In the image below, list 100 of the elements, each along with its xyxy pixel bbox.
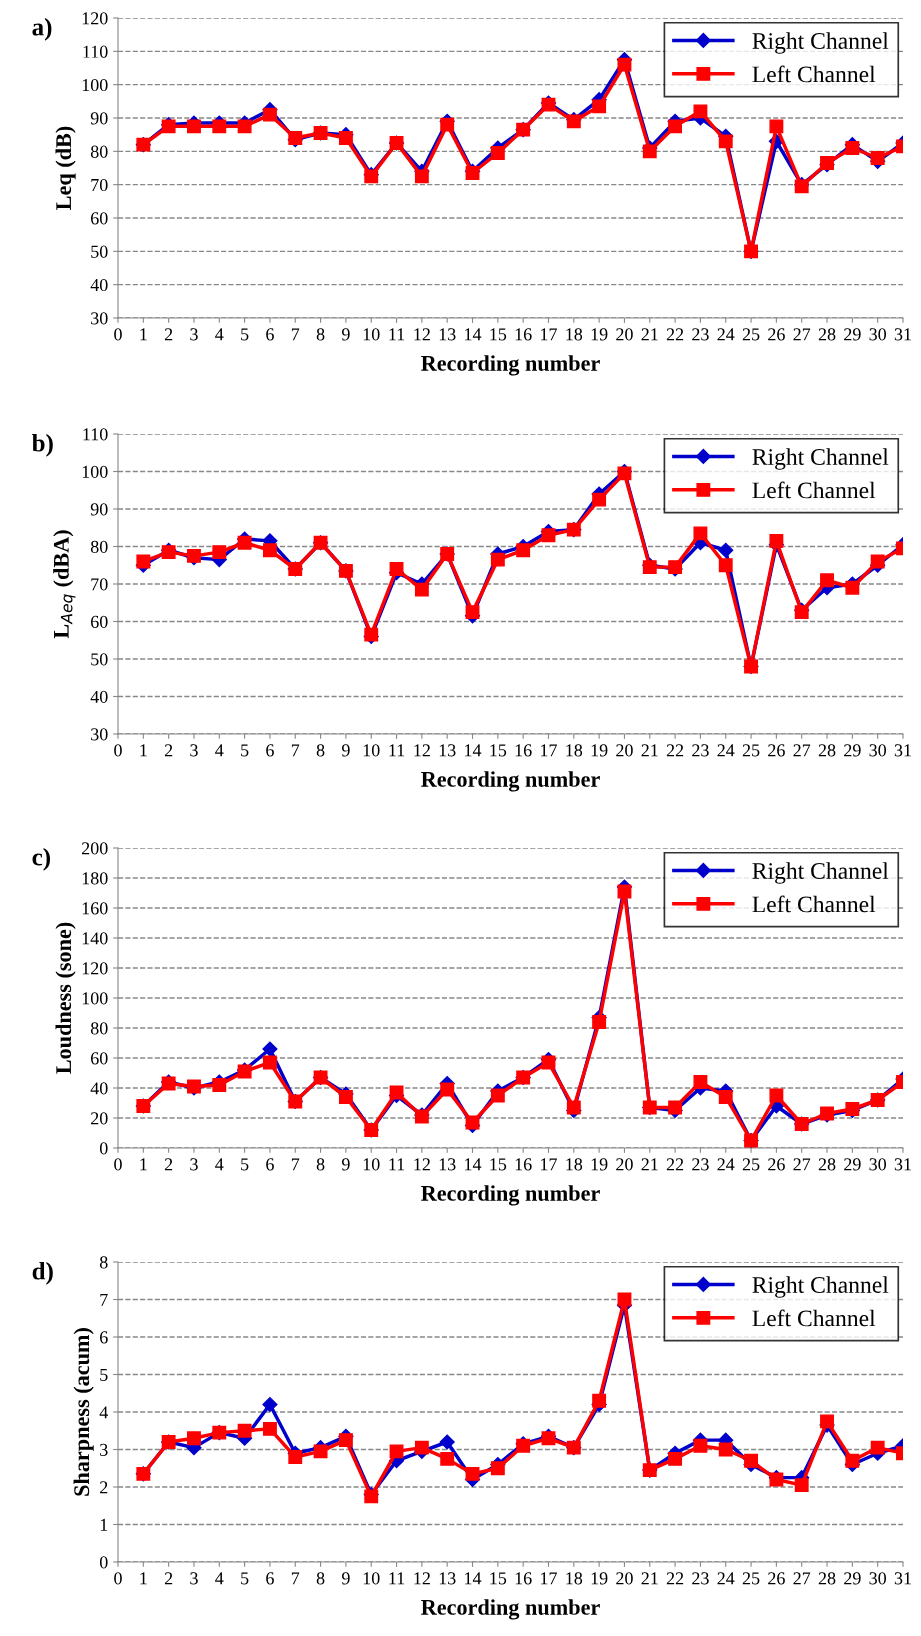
x-tick-label: 5 xyxy=(241,328,249,341)
x-tick-label: 31 xyxy=(894,1158,911,1171)
x-tick-label: 3 xyxy=(190,744,198,757)
x-tick-label: 8 xyxy=(316,328,325,341)
y-tick-label: 120 xyxy=(82,12,108,25)
x-tick-label: 28 xyxy=(818,744,836,757)
x-tick-label: 9 xyxy=(341,328,350,341)
x-tick-label: 11 xyxy=(389,328,405,341)
y-tick-label: 70 xyxy=(91,178,108,192)
y-tick-label: 90 xyxy=(90,503,108,516)
x-tick-label: 5 xyxy=(241,1572,249,1585)
x-tick-label: 11 xyxy=(389,1158,405,1171)
x-axis-title: Recording number xyxy=(421,355,600,376)
x-tick-label: 8 xyxy=(316,744,325,757)
x-tick-label: 17 xyxy=(541,328,557,341)
x-tick-label: 23 xyxy=(692,1158,709,1171)
x-tick-label: 20 xyxy=(616,1158,633,1171)
x-tick-label: 1 xyxy=(140,328,147,341)
x-tick-label: 29 xyxy=(844,328,861,341)
x-tick-label: 29 xyxy=(844,1158,861,1171)
x-tick-label: 15 xyxy=(490,1572,507,1585)
y-tick-label: 4 xyxy=(99,1406,108,1419)
x-tick-label: 12 xyxy=(414,1158,430,1171)
x-tick-label: 22 xyxy=(666,744,684,757)
chart-title: a) xyxy=(32,18,52,41)
x-tick-label: 23 xyxy=(692,328,709,341)
x-tick-label: 4 xyxy=(215,1158,224,1171)
legend-label: Right Channel xyxy=(752,32,889,54)
x-tick-label: 13 xyxy=(439,1572,456,1585)
x-tick-label: 19 xyxy=(591,1158,608,1171)
chart-title: d) xyxy=(32,1262,53,1285)
legend-label: Right Channel xyxy=(752,862,889,884)
x-tick-label: 7 xyxy=(291,744,300,757)
x-tick-label: 26 xyxy=(768,744,785,757)
x-tick-label: 3 xyxy=(190,1572,198,1585)
x-tick-label: 28 xyxy=(818,1158,836,1171)
x-tick-label: 3 xyxy=(190,328,198,341)
legend-label: Left Channel xyxy=(752,65,876,83)
x-tick-label: 23 xyxy=(692,744,709,757)
x-tick-label: 30 xyxy=(869,328,887,341)
x-axis-title: Recording number xyxy=(421,771,600,792)
x-tick-label: 18 xyxy=(566,1572,583,1585)
x-tick-label: 2 xyxy=(164,328,173,341)
x-tick-label: 31 xyxy=(894,1572,911,1585)
y-tick-label: 60 xyxy=(91,212,108,225)
x-tick-label: 8 xyxy=(316,1158,325,1171)
x-tick-label: 6 xyxy=(266,1158,274,1171)
x-tick-label: 4 xyxy=(215,1572,224,1585)
x-tick-label: 16 xyxy=(515,744,532,757)
x-tick-label: 17 xyxy=(541,1572,557,1585)
x-tick-label: 20 xyxy=(616,744,633,757)
y-tick-label: 40 xyxy=(90,278,108,292)
y-tick-label: 5 xyxy=(100,1368,108,1381)
x-tick-label: 11 xyxy=(389,744,405,757)
x-tick-label: 30 xyxy=(869,1572,887,1585)
x-tick-label: 30 xyxy=(869,1158,887,1171)
x-tick-label: 22 xyxy=(666,1572,684,1585)
y-tick-label: 140 xyxy=(82,932,108,945)
y-tick-label: 110 xyxy=(83,45,108,58)
x-tick-label: 25 xyxy=(742,744,760,757)
y-tick-label: 50 xyxy=(91,245,108,258)
y-tick-label: 3 xyxy=(100,1443,108,1456)
x-tick-label: 26 xyxy=(768,1158,785,1171)
x-tick-label: 16 xyxy=(515,1572,532,1585)
x-tick-label: 12 xyxy=(414,328,430,341)
x-tick-label: 3 xyxy=(190,1158,198,1171)
x-tick-label: 1 xyxy=(140,1158,147,1171)
x-tick-label: 20 xyxy=(616,328,633,341)
y-axis-title: Sharpness (acum) xyxy=(73,1328,94,1496)
x-tick-label: 16 xyxy=(515,328,532,341)
y-tick-label: 200 xyxy=(81,842,108,855)
x-axis-title: Recording number xyxy=(421,1599,600,1620)
x-tick-label: 19 xyxy=(591,744,608,757)
x-tick-label: 27 xyxy=(793,328,811,341)
x-tick-label: 14 xyxy=(465,744,482,757)
x-tick-label: 14 xyxy=(465,1572,482,1585)
x-tick-label: 29 xyxy=(844,744,861,757)
x-tick-label: 1 xyxy=(140,1572,147,1585)
y-tick-label: 7 xyxy=(100,1293,108,1306)
y-tick-label: 60 xyxy=(91,615,108,628)
legend-label: Right Channel xyxy=(752,448,889,470)
x-tick-label: 5 xyxy=(241,744,249,757)
x-axis-title: Recording number xyxy=(421,1185,600,1206)
y-tick-label: 80 xyxy=(90,540,108,553)
x-tick-label: 0 xyxy=(114,328,122,341)
y-tick-label: 30 xyxy=(91,728,108,741)
x-tick-label: 27 xyxy=(793,1572,811,1585)
x-tick-label: 30 xyxy=(869,744,887,757)
y-tick-label: 160 xyxy=(82,902,108,915)
x-tick-label: 24 xyxy=(717,1572,735,1585)
x-tick-label: 4 xyxy=(215,744,224,757)
y-tick-label: 120 xyxy=(82,962,108,975)
chart-title: b) xyxy=(31,434,53,457)
x-tick-label: 11 xyxy=(389,1572,405,1585)
y-tick-label: 40 xyxy=(90,690,108,703)
x-tick-label: 7 xyxy=(291,1572,300,1585)
x-tick-label: 17 xyxy=(541,1158,557,1171)
y-tick-label: 8 xyxy=(99,1256,108,1269)
x-tick-label: 31 xyxy=(894,328,911,341)
y-axis-title: Loudness (sone) xyxy=(55,922,76,1074)
